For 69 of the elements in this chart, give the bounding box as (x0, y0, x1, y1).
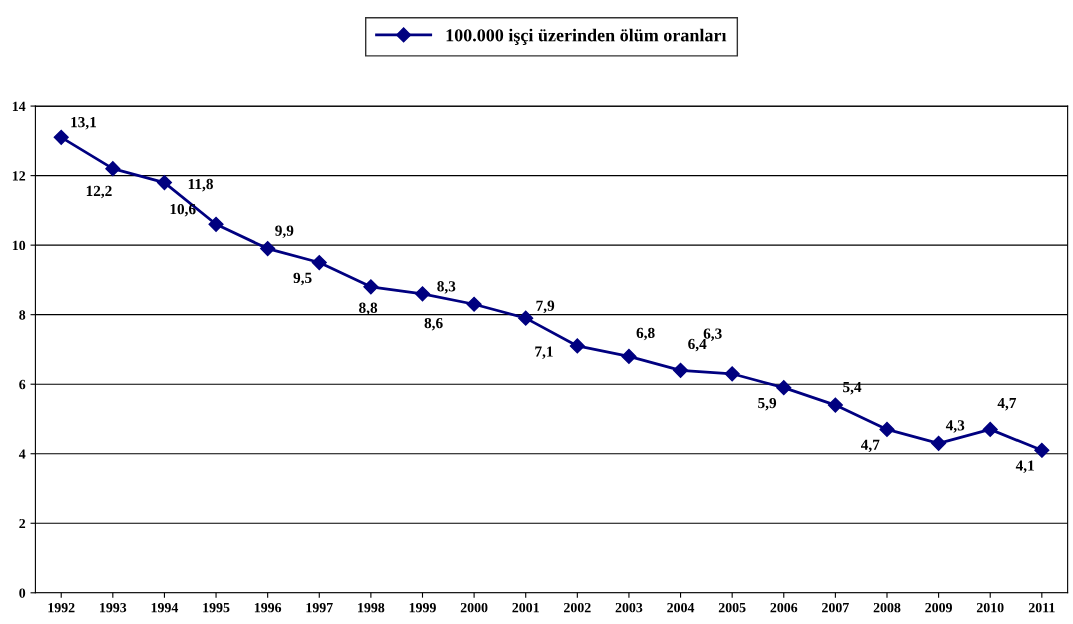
x-tick-label: 2002 (564, 602, 591, 613)
y-tick-label: 2 (19, 518, 26, 529)
point (53, 129, 69, 145)
x-tick-label: 2001 (512, 602, 539, 613)
point (776, 380, 792, 396)
point (569, 338, 585, 354)
x-tick-label: 2003 (615, 602, 643, 613)
y-tick-label: 10 (12, 240, 26, 251)
point (621, 348, 637, 364)
point (879, 421, 895, 437)
data-label: 6,4 (688, 338, 707, 352)
x-tick-label: 1995 (203, 602, 230, 613)
x-tick-label: 1996 (254, 602, 282, 613)
data-label: 11,8 (188, 178, 213, 192)
legend-label: 100.000 işçi üzerinden ölüm oranları (446, 28, 727, 45)
x-tick-label: 2006 (770, 602, 798, 613)
point (1034, 442, 1050, 458)
y-tick-label: 0 (19, 588, 26, 598)
data-label: 7,9 (536, 300, 555, 314)
x-tick-label: 2000 (460, 602, 488, 613)
data-label: 9,5 (293, 272, 312, 286)
point (827, 397, 843, 413)
point (311, 254, 327, 271)
x-tick-label: 2007 (822, 602, 849, 613)
data-label: 4,7 (860, 439, 880, 453)
point (156, 174, 173, 191)
y-tick-label: 4 (18, 449, 26, 459)
data-label: 8,3 (437, 281, 456, 294)
x-tick-label: 1992 (48, 602, 75, 613)
point (260, 241, 276, 257)
data-label: 12,2 (86, 185, 112, 199)
x-tick-label: 1999 (409, 602, 436, 613)
x-tick-label: 1998 (358, 602, 385, 613)
y-tick-label: 12 (12, 171, 26, 181)
point (208, 216, 224, 232)
point (105, 161, 121, 177)
point (982, 421, 998, 437)
point (931, 435, 947, 451)
data-label: 10,6 (170, 203, 196, 217)
point (672, 362, 689, 378)
x-tick-label: 1993 (100, 602, 127, 613)
x-tick-label: 2009 (925, 602, 952, 613)
x-tick-label: 2005 (718, 602, 746, 613)
x-tick-label: 2011 (1028, 602, 1055, 613)
data-label: 5,4 (843, 382, 862, 395)
data-label: 4,1 (1015, 460, 1034, 473)
x-tick-label: 1997 (306, 602, 333, 613)
y-tick-label: 8 (19, 310, 26, 320)
data-label: 6,3 (703, 328, 722, 341)
x-tick-label: 2008 (873, 602, 901, 613)
x-tick-label: 1994 (151, 602, 179, 613)
y-tick-label: 14 (12, 101, 26, 111)
point (363, 279, 379, 295)
data-label: 4,7 (997, 398, 1017, 411)
y-tick-label: 6 (19, 379, 26, 390)
data-label: 9,9 (275, 225, 294, 238)
point (724, 366, 740, 382)
data-label: 6,8 (636, 327, 655, 341)
data-label: 5,9 (758, 397, 777, 411)
point (518, 310, 534, 326)
x-tick-label: 2004 (667, 602, 695, 613)
data-label: 7,1 (535, 346, 553, 359)
data-label: 8,8 (359, 302, 378, 316)
point (414, 286, 431, 302)
data-label: 13,1 (71, 117, 97, 130)
data-label: 8,6 (424, 317, 443, 331)
data-label: 4,3 (945, 420, 965, 433)
point (466, 296, 482, 312)
x-tick-label: 2010 (976, 602, 1004, 613)
